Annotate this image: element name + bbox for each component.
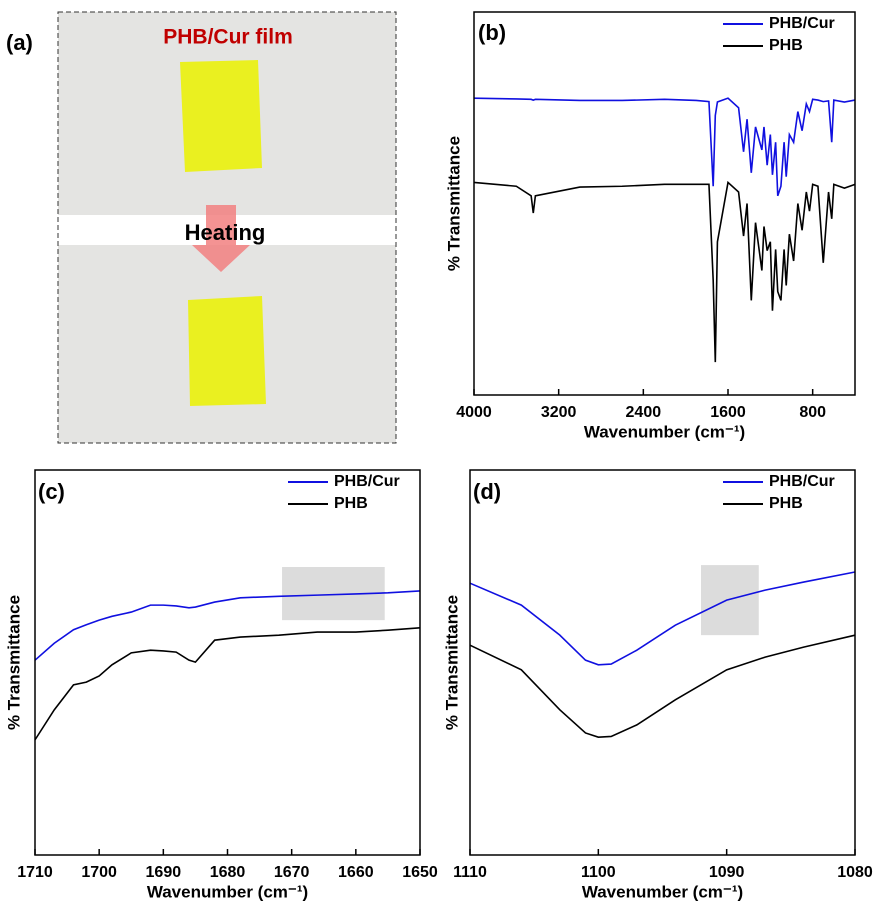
heating-arrow	[192, 205, 250, 272]
plot-frame	[34, 469, 421, 856]
x-tick-label: 1700	[81, 864, 117, 881]
legend-label: PHB	[334, 495, 368, 512]
photo-panel: PHB/Cur film Heating (a)	[6, 11, 397, 444]
film-before	[180, 60, 262, 172]
x-tick-label: 2400	[626, 404, 662, 421]
x-axis-label: Wavenumber (cm⁻¹)	[584, 422, 745, 441]
y-axis-label: % Transmittance	[442, 595, 461, 730]
series-line	[473, 97, 856, 197]
legend-label: PHB	[769, 37, 803, 54]
x-tick-label: 1690	[146, 864, 182, 881]
series-line	[469, 571, 856, 666]
film-after	[188, 296, 266, 406]
x-tick-label: 1100	[581, 864, 616, 881]
plot-frame	[469, 469, 856, 856]
x-tick-label: 1080	[837, 864, 873, 881]
y-axis-label: % Transmittance	[4, 595, 23, 730]
arrow-label: Heating	[185, 220, 266, 245]
panel-label: (a)	[6, 30, 33, 55]
film-label: PHB/Cur film	[163, 26, 293, 49]
panel-label: (d)	[473, 479, 501, 504]
series-line	[34, 590, 421, 661]
legend-label: PHB/Cur	[769, 15, 835, 32]
series-line	[473, 180, 856, 363]
series-line	[469, 634, 856, 738]
photo-border	[57, 11, 397, 444]
shaded-region	[701, 565, 759, 636]
x-tick-label: 1710	[17, 864, 53, 881]
x-tick-label: 3200	[541, 404, 577, 421]
x-tick-label: 1090	[709, 864, 745, 881]
x-tick-label: 800	[799, 404, 826, 421]
x-tick-label: 1680	[210, 864, 246, 881]
panel-label: (b)	[478, 20, 506, 45]
x-axis-label: Wavenumber (cm⁻¹)	[147, 882, 308, 901]
x-tick-label: 1660	[338, 864, 374, 881]
legend-label: PHB/Cur	[769, 473, 835, 490]
legend-label: PHB	[769, 495, 803, 512]
plot-frame	[473, 11, 856, 396]
y-axis-label: % Transmittance	[444, 136, 463, 271]
x-tick-label: 1650	[402, 864, 438, 881]
panel-label: (c)	[38, 479, 65, 504]
x-tick-label: 1670	[274, 864, 310, 881]
x-axis-label: Wavenumber (cm⁻¹)	[582, 882, 743, 901]
x-tick-label: 1110	[453, 864, 487, 881]
series-line	[34, 627, 421, 741]
legend-label: PHB/Cur	[334, 473, 400, 490]
x-tick-label: 4000	[456, 404, 492, 421]
x-tick-label: 1600	[710, 404, 746, 421]
